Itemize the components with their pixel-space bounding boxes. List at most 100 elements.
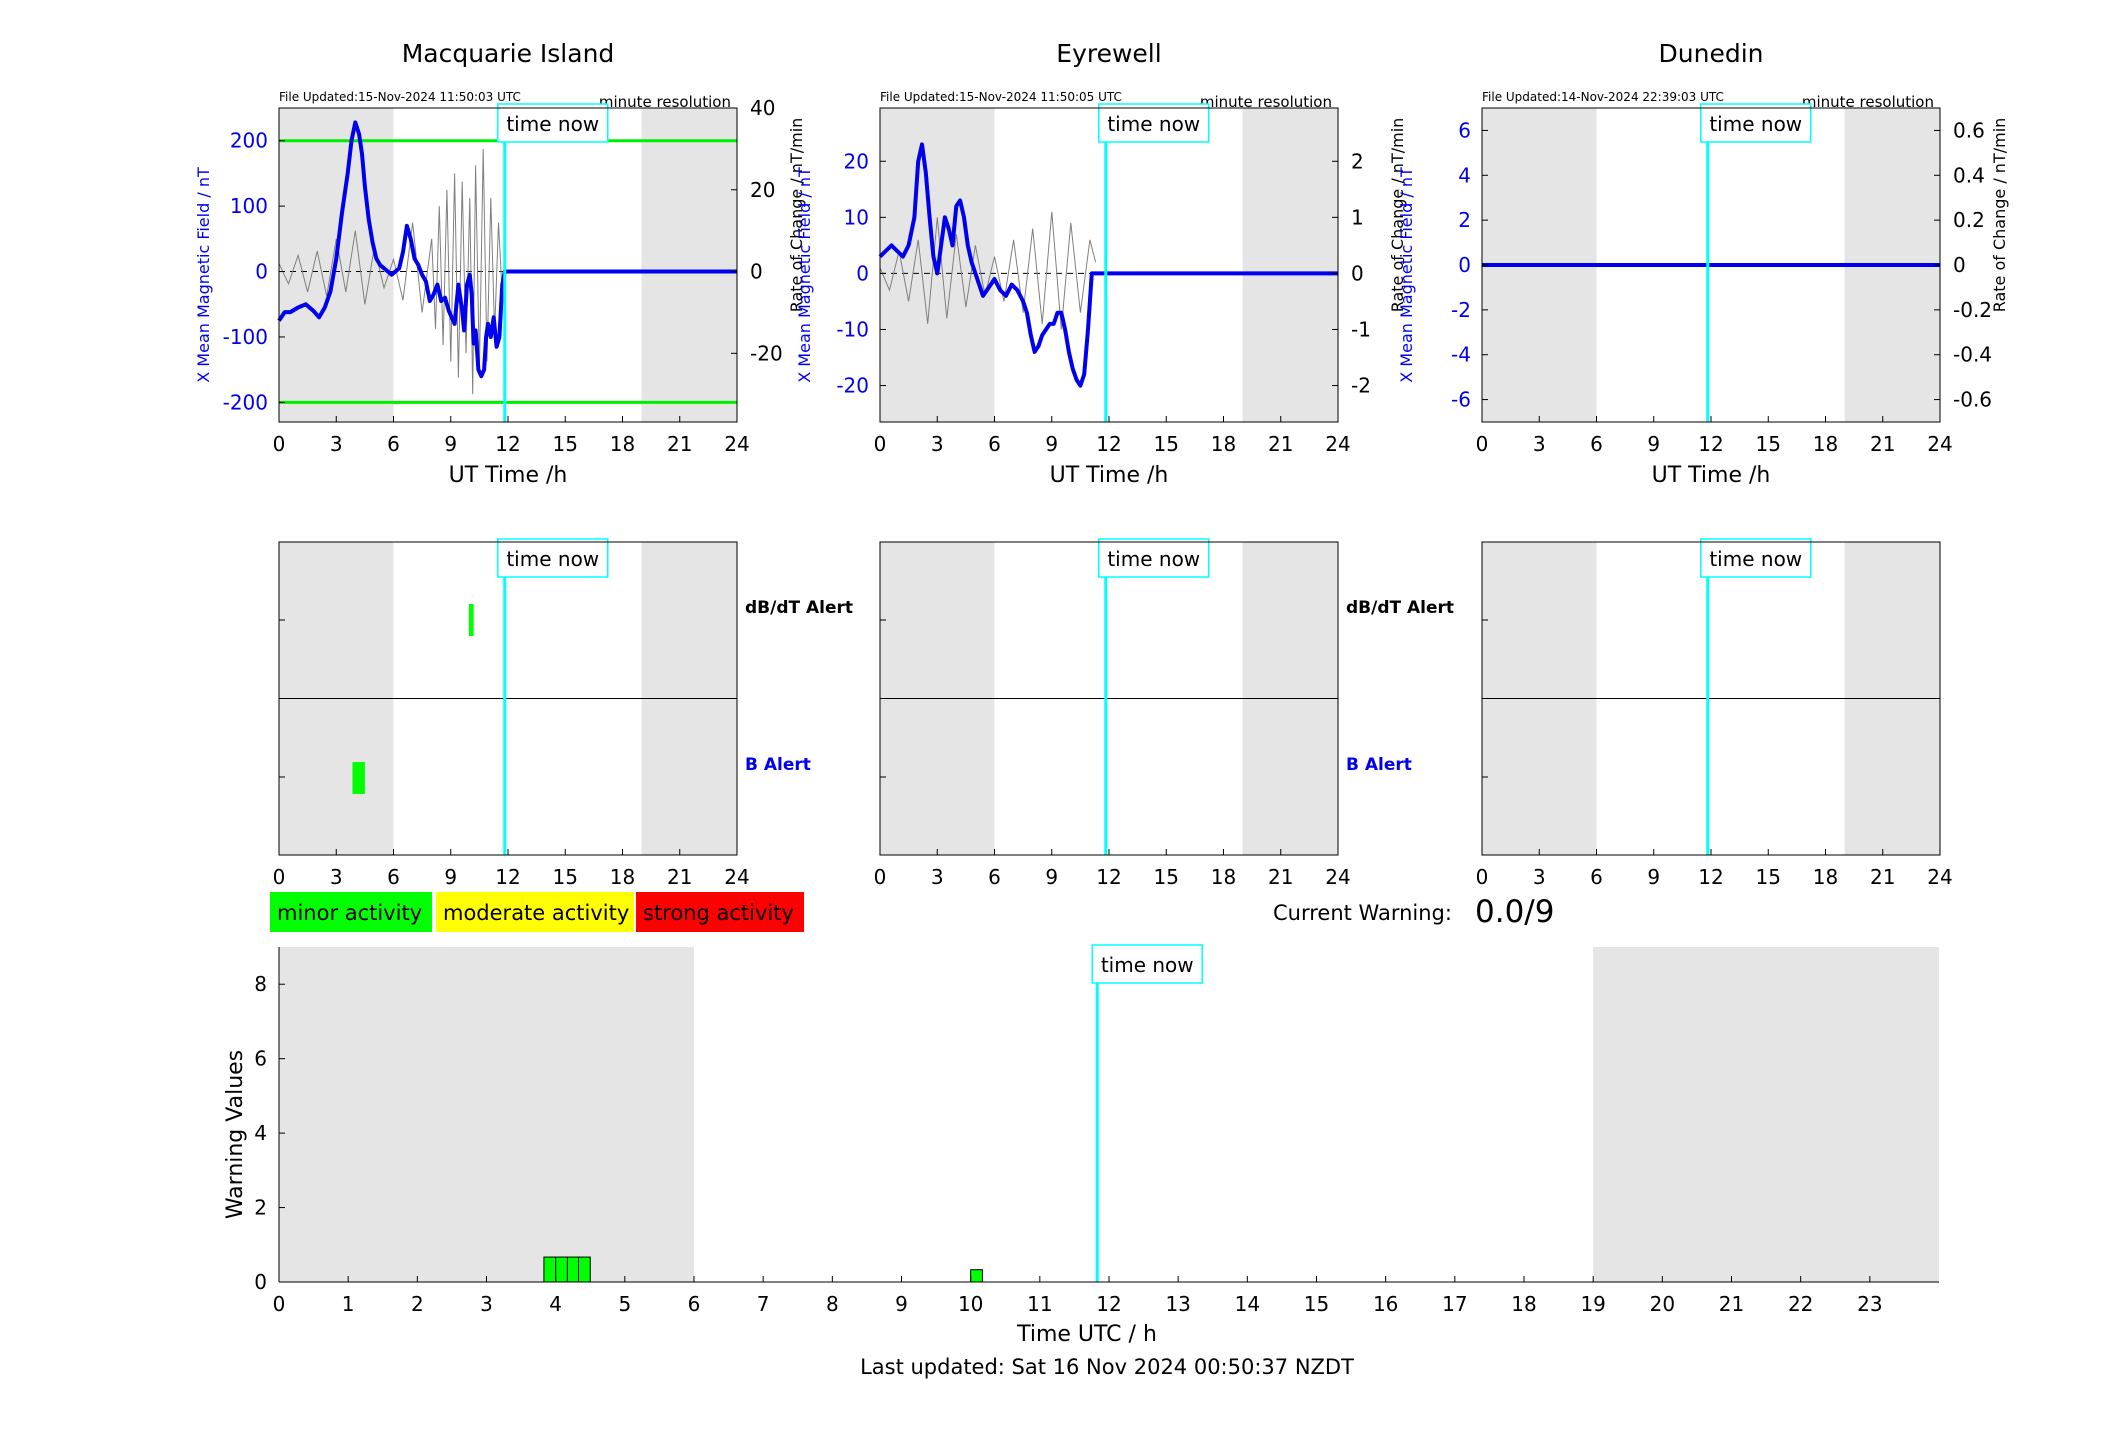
time-now-label: time now: [1101, 953, 1194, 977]
x-tick-label: 15: [1756, 432, 1781, 456]
x-tick-label: 18: [1813, 865, 1838, 889]
x-tick-label: 11: [1027, 1292, 1052, 1316]
x-tick-label: 21: [1719, 1292, 1744, 1316]
x-axis-label: Time UTC / h: [1016, 1322, 1157, 1347]
legend-strong-swatch: [636, 892, 804, 932]
time-now-box: [1098, 103, 1210, 143]
x-tick-label: 5: [618, 1292, 631, 1316]
x-tick-label: 23: [1857, 1292, 1882, 1316]
file-updated: File Updated:15-Nov-2024 11:50:05 UTC: [880, 90, 1122, 104]
y2-tick-label: 0: [1351, 261, 1364, 285]
x-tick-label: 18: [1211, 432, 1236, 456]
time-now-box: [497, 538, 609, 578]
x-tick-label: 6: [387, 865, 400, 889]
time-now-box: [1700, 538, 1812, 578]
y-axis-label: X Mean Magnetic Field / nT: [795, 167, 814, 383]
x-tick-label: 9: [1045, 432, 1058, 456]
time-now-label: time now: [506, 547, 599, 571]
x-tick-label: 18: [1813, 432, 1838, 456]
x-tick-label: 6: [1590, 432, 1603, 456]
x-tick-label: 19: [1580, 1292, 1605, 1316]
x-tick-label: 6: [988, 865, 1001, 889]
x-tick-label: 15: [1154, 865, 1179, 889]
x-tick-label: 21: [667, 432, 692, 456]
x-tick-label: 12: [1096, 432, 1121, 456]
x-tick-label: 12: [1096, 1292, 1121, 1316]
x-axis-label: UT Time /h: [1050, 463, 1169, 488]
y2-tick-label: -0.4: [1953, 343, 1992, 367]
alert-panel-0: time now 0 3 6 9 12 15 18 21 24 dB/dT Alert B Alert: [273, 538, 853, 889]
last-updated: Last updated: Sat 16 Nov 2024 00:50:37 N…: [860, 1355, 1354, 1379]
y2-tick-label: 0.2: [1953, 208, 1985, 232]
y-tick-label: -200: [223, 390, 268, 414]
x-tick-label: 24: [1325, 432, 1350, 456]
y-tick-label: 200: [230, 129, 268, 153]
y-axis-label: Warning Values: [223, 1050, 248, 1219]
y-tick-label: 8: [254, 972, 267, 996]
x-tick-label: 3: [330, 865, 343, 889]
x-tick-label: 15: [1304, 1292, 1329, 1316]
y2-tick-label: -0.2: [1953, 298, 1992, 322]
magnetic-field-panels: Macquarie Island File Updated:15-Nov-2024…: [194, 39, 2009, 488]
x-tick-label: 24: [1927, 432, 1952, 456]
activity-legend: minor activity moderate activity strong …: [270, 892, 804, 932]
x-tick-label: 0: [1476, 865, 1489, 889]
warning-bar: [543, 1256, 557, 1283]
legend-strong-label: strong activity: [643, 901, 794, 925]
x-tick-label: 24: [724, 865, 749, 889]
x-axis-label: UT Time /h: [1652, 463, 1771, 488]
y-tick-label: 6: [1458, 118, 1471, 142]
x-tick-label: 0: [273, 432, 286, 456]
y-tick-label: -6: [1451, 388, 1471, 412]
x-tick-label: 7: [757, 1292, 770, 1316]
y-tick-label: 4: [1458, 163, 1471, 187]
legend-moderate-label: moderate activity: [443, 901, 629, 925]
x-tick-label: 18: [1211, 865, 1236, 889]
y2-tick-label: 1: [1351, 205, 1364, 229]
y-axis-label: X Mean Magnetic Field / nT: [1397, 167, 1416, 383]
legend-minor-swatch: [270, 892, 432, 932]
field-line: [277, 120, 737, 379]
night-shade: [641, 108, 737, 422]
x-tick-label: 12: [495, 432, 520, 456]
station-title: Macquarie Island: [402, 39, 615, 68]
x-axis-label: UT Time /h: [449, 463, 568, 488]
x-tick-label: 3: [480, 1292, 493, 1316]
warning-bar: [577, 1256, 591, 1283]
warning-bar: [970, 1269, 983, 1283]
x-tick-label: 15: [1154, 432, 1179, 456]
y-axis-label: X Mean Magnetic Field / nT: [194, 167, 213, 383]
file-updated: File Updated:14-Nov-2024 22:39:03 UTC: [1482, 90, 1724, 104]
b-alert-label: B Alert: [1346, 755, 1412, 775]
legend-minor-label: minor activity: [277, 901, 422, 925]
y-tick-label: 2: [1458, 208, 1471, 232]
y2-tick-label: -2: [1351, 374, 1371, 398]
dbdt-alert-bar: [468, 604, 474, 636]
x-tick-label: 9: [1647, 865, 1660, 889]
x-tick-label: 10: [958, 1292, 983, 1316]
x-tick-label: 3: [931, 432, 944, 456]
x-tick-label: 3: [1533, 432, 1546, 456]
x-tick-label: 12: [1698, 865, 1723, 889]
b-alert-label: B Alert: [745, 755, 811, 775]
x-tick-label: 3: [931, 865, 944, 889]
x-tick-label: 0: [273, 1292, 286, 1316]
x-tick-label: 12: [1096, 865, 1121, 889]
dbdt-alert-label: dB/dT Alert: [745, 598, 853, 618]
warning-bar: [555, 1256, 568, 1283]
y-tick-label: -20: [836, 374, 869, 398]
y2-tick-label: 0.6: [1953, 118, 1985, 142]
x-tick-label: 21: [1268, 432, 1293, 456]
x-tick-label: 0: [874, 865, 887, 889]
y-tick-label: -4: [1451, 343, 1471, 367]
x-tick-label: 9: [444, 432, 457, 456]
warning-bar: [566, 1256, 579, 1283]
time-now-label: time now: [1107, 547, 1200, 571]
current-warning-label: Current Warning:: [1273, 901, 1452, 925]
time-now-box: [497, 103, 609, 143]
current-warning-value: 0.0/9: [1475, 894, 1554, 930]
night-shade: [1593, 947, 1939, 1282]
x-tick-label: 9: [1647, 432, 1660, 456]
time-now-box: [1700, 103, 1812, 143]
b-alert-bar: [352, 762, 365, 794]
